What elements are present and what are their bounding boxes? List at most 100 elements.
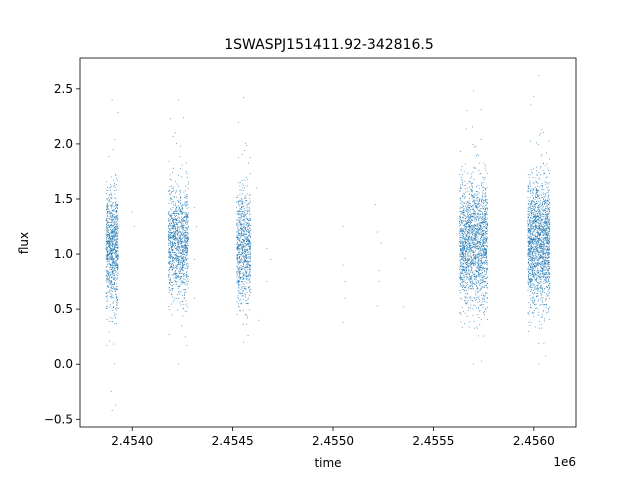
- data-point: [470, 216, 472, 217]
- data-point: [246, 282, 248, 284]
- data-point: [239, 203, 241, 205]
- data-point: [470, 264, 472, 266]
- data-point: [108, 226, 110, 228]
- data-point: [180, 239, 181, 241]
- data-point: [247, 243, 249, 245]
- data-point: [466, 270, 467, 271]
- data-point: [481, 279, 482, 281]
- data-point: [244, 227, 246, 229]
- data-point: [108, 240, 109, 242]
- data-point: [183, 235, 185, 236]
- data-point: [546, 286, 548, 288]
- data-point: [485, 240, 487, 241]
- data-point: [181, 213, 183, 214]
- data-point: [187, 217, 189, 219]
- data-point: [246, 267, 248, 269]
- data-point: [461, 298, 463, 300]
- data-point: [174, 243, 176, 245]
- data-point: [181, 247, 183, 249]
- data-point: [466, 290, 468, 291]
- data-point: [464, 238, 465, 239]
- data-point: [248, 230, 250, 232]
- data-point: [538, 195, 540, 197]
- data-point: [110, 248, 112, 250]
- data-point: [548, 288, 549, 290]
- data-point: [107, 211, 109, 213]
- data-point: [466, 242, 467, 243]
- data-point: [538, 177, 540, 179]
- data-point: [239, 200, 241, 202]
- data-point: [485, 292, 487, 293]
- data-point: [459, 268, 461, 270]
- data-point: [465, 250, 467, 252]
- data-point: [108, 241, 110, 242]
- data-point: [112, 201, 114, 203]
- data-point: [485, 307, 487, 309]
- data-point: [173, 243, 175, 245]
- data-point: [479, 250, 481, 252]
- data-point: [539, 225, 541, 226]
- data-point: [471, 280, 473, 282]
- data-point: [474, 245, 476, 246]
- data-point: [240, 260, 242, 262]
- data-point: [527, 330, 529, 332]
- data-point: [473, 304, 474, 306]
- data-point: [183, 273, 184, 275]
- data-point: [470, 304, 472, 306]
- data-point: [107, 263, 109, 265]
- data-point: [242, 230, 244, 232]
- data-point: [112, 242, 114, 244]
- data-point: [179, 199, 181, 201]
- data-point: [477, 261, 479, 263]
- data-point: [250, 228, 251, 229]
- data-point: [469, 258, 471, 260]
- data-point: [487, 306, 488, 308]
- data-point: [549, 252, 551, 254]
- data-point: [116, 323, 117, 324]
- data-point: [486, 269, 488, 271]
- data-point: [460, 292, 462, 294]
- data-point: [111, 276, 113, 278]
- data-point: [180, 222, 182, 223]
- data-point: [244, 202, 246, 204]
- data-point: [238, 258, 240, 259]
- data-point: [107, 254, 109, 255]
- data-point: [481, 258, 482, 260]
- data-point: [485, 219, 486, 221]
- data-point: [478, 263, 480, 265]
- data-point: [182, 264, 184, 266]
- data-point: [109, 252, 110, 253]
- data-point: [474, 201, 475, 203]
- data-point: [486, 276, 488, 278]
- data-point: [243, 298, 245, 300]
- data-point: [484, 255, 486, 257]
- data-point: [186, 284, 188, 286]
- data-point: [247, 243, 249, 244]
- data-point: [248, 241, 250, 242]
- data-point: [107, 222, 109, 223]
- data-point: [114, 231, 116, 233]
- data-point: [249, 246, 251, 248]
- data-point: [245, 199, 247, 201]
- data-point: [181, 246, 183, 248]
- data-point: [242, 255, 244, 257]
- data-point: [476, 155, 478, 157]
- data-point: [483, 234, 485, 236]
- data-point: [461, 327, 463, 328]
- data-point: [112, 226, 114, 228]
- data-point: [183, 275, 185, 277]
- data-point: [117, 208, 119, 209]
- data-point: [465, 258, 467, 260]
- data-point: [238, 252, 240, 254]
- data-point: [106, 199, 108, 200]
- data-point: [547, 209, 549, 211]
- data-point: [184, 262, 185, 263]
- data-point: [466, 183, 468, 185]
- data-point: [466, 207, 468, 209]
- data-point: [481, 265, 483, 266]
- data-point: [476, 242, 478, 244]
- data-point: [177, 231, 179, 233]
- data-point: [478, 247, 480, 249]
- data-point: [172, 260, 174, 262]
- data-point: [171, 217, 173, 219]
